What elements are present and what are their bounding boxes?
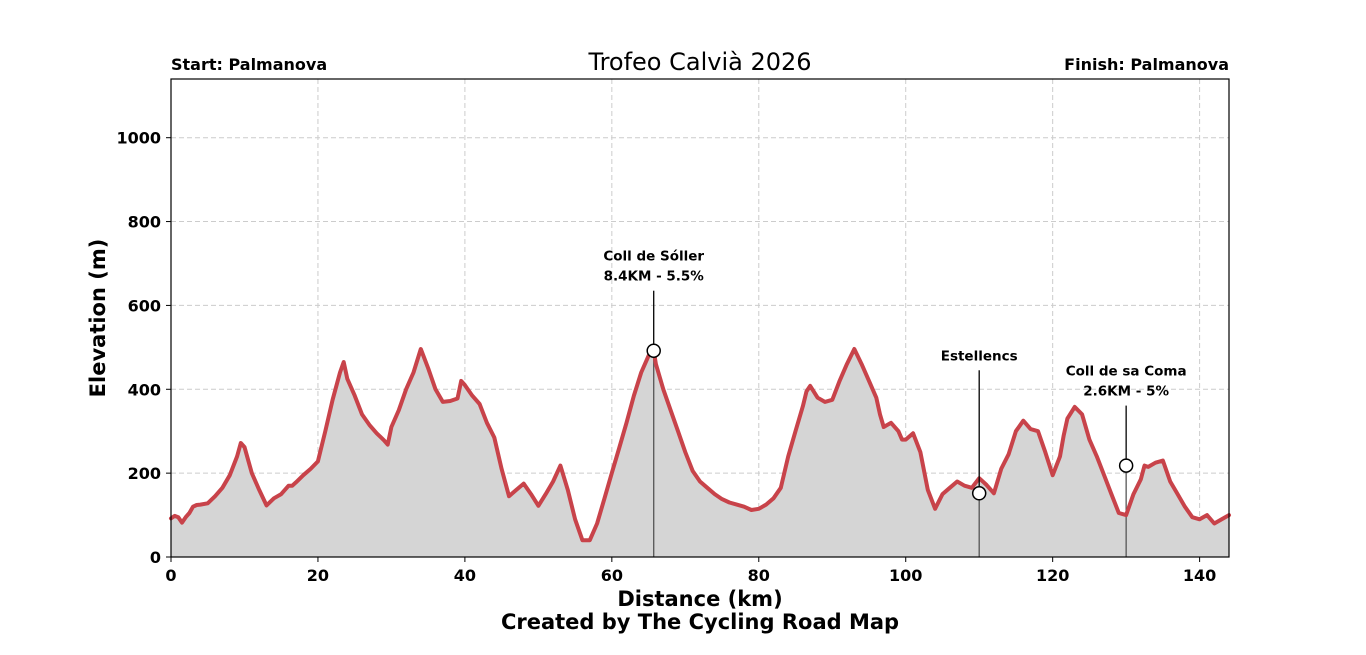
y-tick-label: 600 xyxy=(128,296,161,315)
axis-ticks: 0 20 40 60 80 100 120 140 0 200 400 600 800 1000 xyxy=(116,129,1216,585)
finish-label: Finish: Palmanova xyxy=(1064,55,1229,74)
y-tick-label: 0 xyxy=(150,548,161,567)
start-label: Start: Palmanova xyxy=(171,55,327,74)
y-tick-label: 200 xyxy=(128,464,161,483)
climb-detail-label: 2.6KM - 5% xyxy=(1083,384,1169,400)
climb-annotations: Coll de Sóller 8.4KM - 5.5% Estellencs Coll… xyxy=(603,249,1187,501)
climb-name-label: Coll de Sóller xyxy=(603,249,704,265)
x-tick-label: 60 xyxy=(601,566,623,585)
climb-summit-marker xyxy=(971,486,987,501)
climb-name-label: Coll de sa Coma xyxy=(1066,364,1187,380)
x-tick-label: 100 xyxy=(889,566,922,585)
y-axis-label: Elevation (m) xyxy=(86,239,110,398)
x-tick-label: 80 xyxy=(748,566,770,585)
elevation-profile xyxy=(169,347,1231,557)
climb-summit-marker xyxy=(646,343,661,358)
elevation-fill xyxy=(171,349,1229,557)
chart-title: Trofeo Calvià 2026 xyxy=(587,48,811,76)
climb-summit-marker xyxy=(1118,458,1134,473)
y-tick-label: 400 xyxy=(128,380,161,399)
y-tick-label: 1000 xyxy=(116,129,161,148)
credit-text: Created by The Cycling Road Map xyxy=(501,610,899,634)
x-axis-label: Distance (km) xyxy=(617,587,782,611)
x-tick-label: 120 xyxy=(1036,566,1069,585)
climb-detail-label: 8.4KM - 5.5% xyxy=(604,269,705,285)
x-tick-label: 20 xyxy=(307,566,329,585)
x-tick-label: 40 xyxy=(454,566,476,585)
x-tick-label: 0 xyxy=(165,566,176,585)
axes-frame xyxy=(170,78,1230,558)
climb-name-label: Estellencs xyxy=(941,348,1018,364)
x-tick-label: 140 xyxy=(1183,566,1216,585)
elevation-line xyxy=(169,347,1231,543)
y-tick-label: 800 xyxy=(128,213,161,232)
